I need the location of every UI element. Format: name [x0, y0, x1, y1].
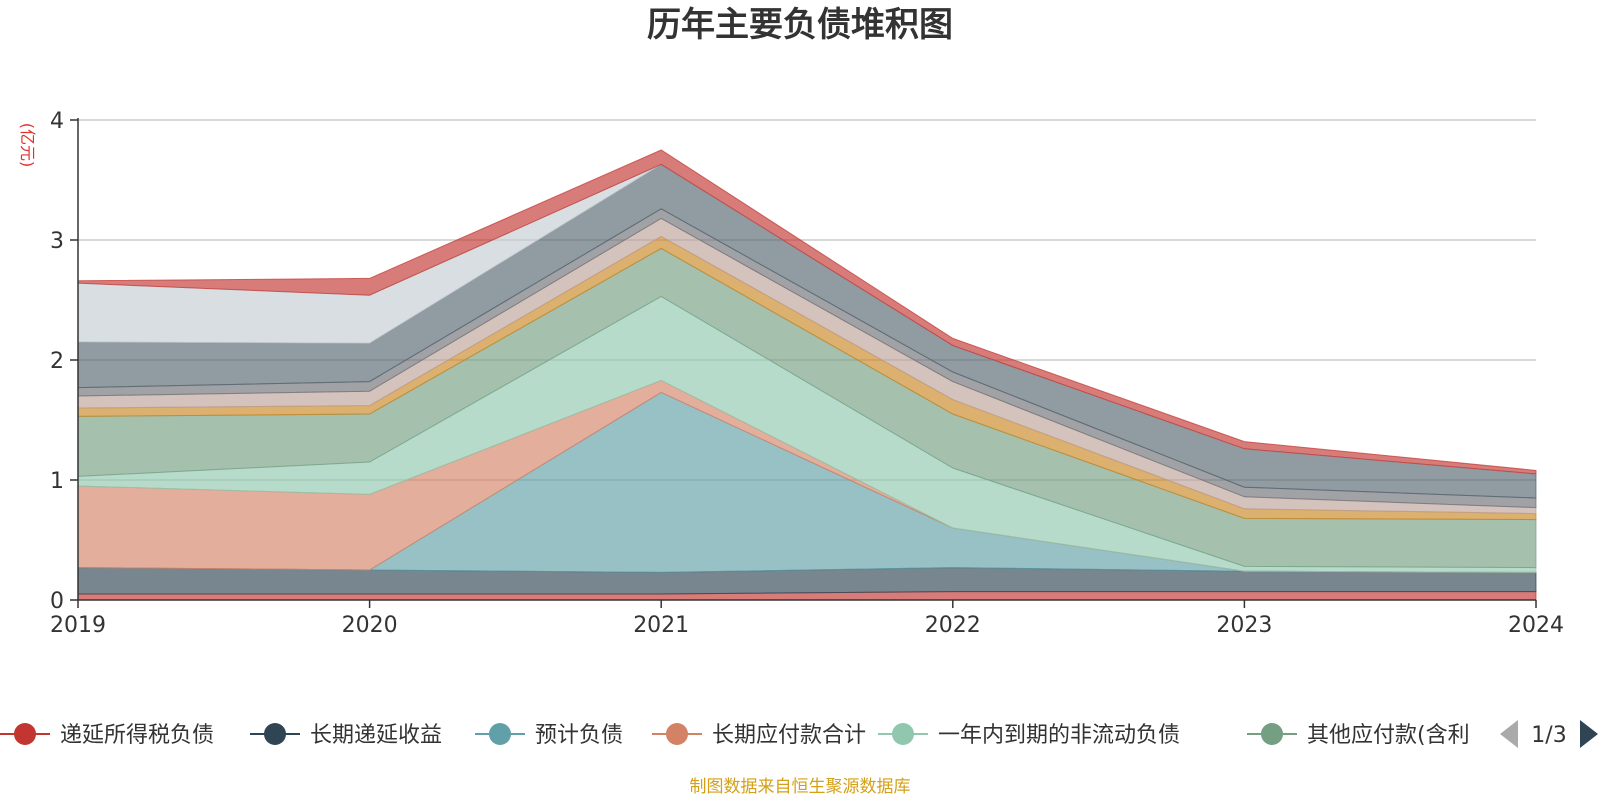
legend-marker: [1261, 723, 1283, 745]
legend-marker: [892, 723, 914, 745]
data-source-note: 制图数据来自恒生聚源数据库: [690, 777, 911, 797]
area-series-11: [77, 149, 1537, 475]
x-tick-labels: 2019 2020 2021 2022 2023 2024: [50, 600, 1564, 638]
legend: 递延所得税负债 长期递延收益 预计负债 长期应付款合计 一年内到期的非流动负债 其他应付款…: [0, 723, 1470, 748]
legend-marker: [489, 723, 511, 745]
legend-item[interactable]: 其他应付款(含利: [1247, 723, 1470, 748]
legend-marker: [264, 723, 286, 745]
legend-item[interactable]: 长期递延收益: [250, 723, 442, 748]
x-tick-label: 2023: [1216, 613, 1272, 638]
x-tick-label: 2022: [925, 613, 981, 638]
x-tick-label: 2019: [50, 613, 106, 638]
legend-item[interactable]: 一年内到期的非流动负债: [878, 723, 1180, 748]
legend-item[interactable]: 递延所得税负债: [0, 723, 214, 748]
y-tick-label: 4: [50, 109, 64, 134]
y-tick-label: 3: [50, 229, 64, 254]
legend-label: 长期应付款合计: [712, 723, 866, 748]
y-tick-label: 1: [50, 469, 64, 494]
x-tick-label: 2020: [342, 613, 398, 638]
y-tick-labels: 0 1 2 3 4: [50, 109, 78, 614]
legend-label: 长期递延收益: [310, 723, 442, 748]
axes: [77, 118, 1536, 601]
legend-label: 一年内到期的非流动负债: [938, 723, 1180, 748]
triangle-left-icon[interactable]: [1500, 720, 1518, 748]
y-axis-unit: (亿元): [18, 123, 37, 168]
legend-item[interactable]: 长期应付款合计: [652, 723, 866, 748]
legend-pager: 1/3: [1500, 720, 1598, 748]
legend-item[interactable]: 预计负债: [475, 723, 623, 748]
legend-label: 递延所得税负债: [60, 723, 214, 748]
legend-marker: [14, 723, 36, 745]
x-tick-label: 2021: [633, 613, 689, 638]
legend-label: 其他应付款(含利: [1307, 723, 1470, 748]
y-tick-label: 2: [50, 349, 64, 374]
y-tick-label: 0: [50, 589, 64, 614]
x-tick-label: 2024: [1508, 613, 1564, 638]
legend-marker: [666, 723, 688, 745]
area-series: [77, 149, 1537, 601]
legend-label: 预计负债: [535, 723, 623, 748]
legend-page-indicator: 1/3: [1531, 723, 1566, 748]
triangle-right-icon[interactable]: [1580, 720, 1598, 748]
chart-title: 历年主要负债堆积图: [647, 5, 953, 45]
